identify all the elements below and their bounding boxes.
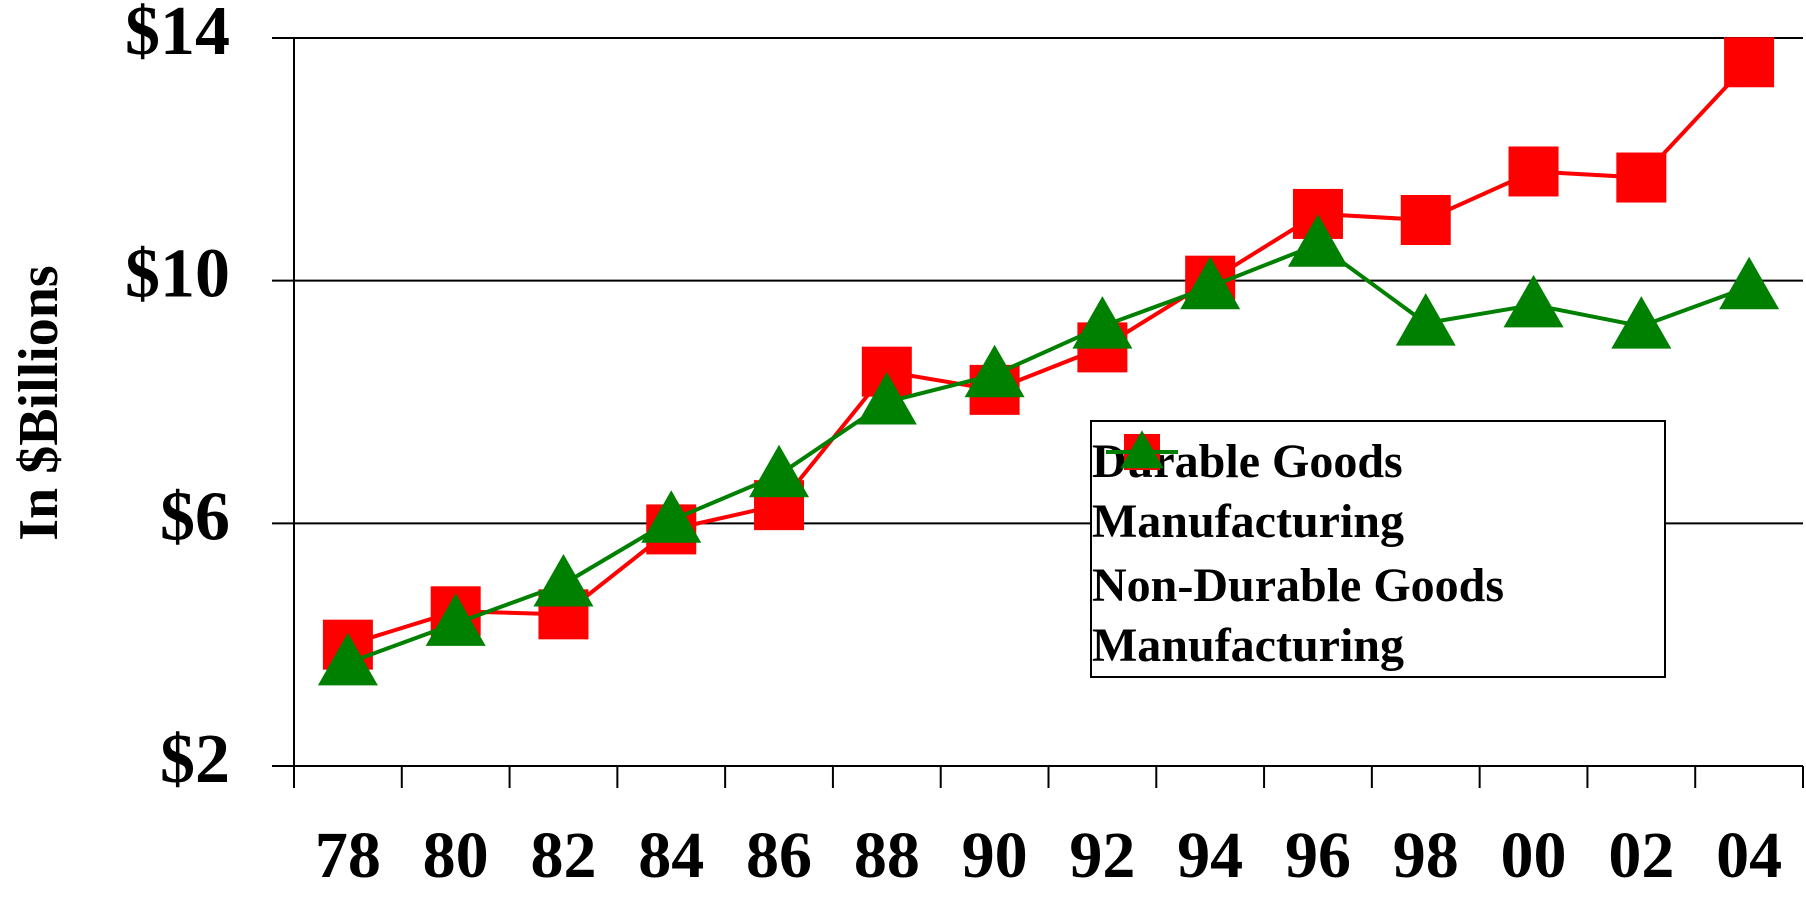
data-point xyxy=(1287,214,1348,267)
data-point xyxy=(1180,256,1241,310)
data-point xyxy=(1508,146,1559,197)
legend-label: Durable Goods Manufacturing xyxy=(1092,435,1404,548)
data-point xyxy=(1611,296,1672,349)
x-tick-label: 96 xyxy=(1285,819,1351,892)
x-tick-label: 88 xyxy=(854,819,920,892)
data-point xyxy=(1616,152,1667,203)
data-point xyxy=(425,593,486,646)
x-tick-label: 94 xyxy=(1177,819,1243,892)
x-tick-label: 98 xyxy=(1393,819,1459,892)
x-tick-label: 82 xyxy=(530,819,596,892)
y-tick-label: $14 xyxy=(125,0,230,70)
data-point xyxy=(749,444,810,498)
data-point xyxy=(1719,256,1780,310)
data-point xyxy=(1400,195,1451,245)
legend-marker xyxy=(1120,430,1164,469)
x-tick-label: 00 xyxy=(1501,819,1567,892)
x-tick-label: 78 xyxy=(315,819,381,892)
y-axis-label: In $Billions xyxy=(8,265,70,540)
x-tick-label: 86 xyxy=(746,819,812,892)
legend: Durable Goods Manufacturing Non-Durable G… xyxy=(1090,420,1666,678)
data-point xyxy=(1072,296,1133,349)
data-point xyxy=(1503,274,1564,328)
data-point xyxy=(317,632,378,686)
data-point xyxy=(856,372,917,425)
y-tick-label: $2 xyxy=(160,721,230,798)
y-tick-label: $10 xyxy=(125,236,230,313)
x-tick-label: 80 xyxy=(423,819,489,892)
x-tick-label: 90 xyxy=(962,819,1028,892)
legend-key xyxy=(1106,430,1178,469)
data-point xyxy=(533,554,594,607)
x-tick-label: 92 xyxy=(1069,819,1135,892)
legend-label: Non-Durable Goods Manufacturing xyxy=(1092,559,1505,672)
y-tick-label: $6 xyxy=(160,478,230,555)
x-tick-label: 84 xyxy=(638,819,704,892)
data-point xyxy=(964,344,1025,398)
data-point xyxy=(1724,37,1775,88)
legend-entry: Non-Durable Goods Manufacturing xyxy=(1092,430,1664,676)
x-tick-label: 04 xyxy=(1716,819,1782,892)
data-point xyxy=(1395,293,1456,346)
x-tick-label: 02 xyxy=(1608,819,1674,892)
data-point xyxy=(641,490,702,543)
